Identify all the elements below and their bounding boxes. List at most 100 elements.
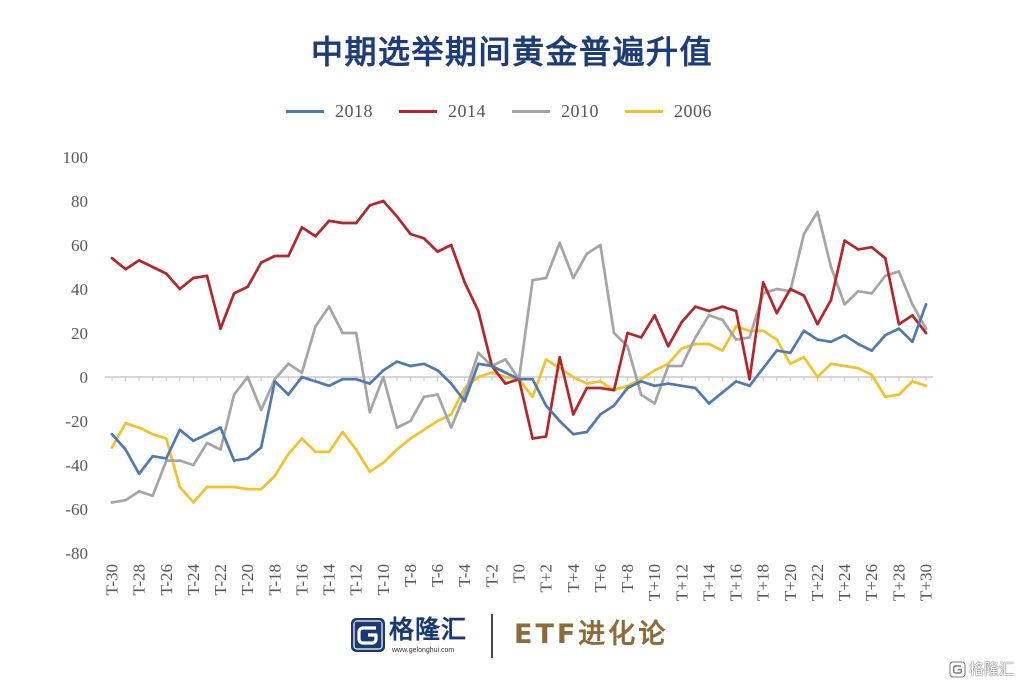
data-point-2010	[856, 289, 860, 293]
data-point-2014	[463, 281, 467, 284]
data-point-2006	[856, 366, 860, 370]
data-point-2014	[504, 382, 507, 385]
data-point-2010	[666, 364, 670, 368]
data-point-2018	[639, 380, 643, 383]
data-point-2010	[653, 402, 656, 405]
data-point-2006	[219, 485, 222, 489]
data-point-2014	[151, 265, 154, 269]
data-point-2014	[409, 232, 412, 236]
data-point-2014	[829, 298, 833, 302]
data-point-2006	[572, 375, 575, 379]
data-point-2014	[314, 234, 317, 238]
data-point-2010	[192, 463, 195, 467]
data-point-2006	[287, 452, 290, 456]
data-point-2014	[734, 309, 738, 313]
data-point-2006	[490, 371, 494, 374]
x-tick-label: T-26	[157, 564, 176, 596]
logo-url-text: www.gelonghui.com	[392, 647, 455, 654]
data-point-2010	[897, 270, 901, 273]
data-point-2014	[287, 254, 290, 258]
data-point-2010	[504, 358, 507, 361]
data-point-2018	[585, 430, 589, 434]
x-tick-label: T+28	[889, 564, 908, 601]
x-tick-label: T-10	[374, 564, 393, 596]
data-point-2006	[843, 364, 846, 368]
data-point-2010	[680, 364, 684, 368]
x-tick-label: T+26	[862, 564, 881, 601]
data-point-2014	[422, 237, 426, 240]
data-point-2018	[816, 338, 819, 341]
x-tick-label: T+20	[781, 564, 800, 601]
data-point-2010	[151, 494, 154, 498]
legend-swatch-2010	[512, 109, 550, 113]
data-point-2014	[884, 256, 887, 260]
data-point-2018	[178, 428, 182, 432]
data-point-2014	[761, 281, 765, 284]
x-tick-label: T+14	[699, 564, 718, 601]
data-point-2006	[870, 373, 873, 377]
series-2006	[110, 325, 928, 504]
y-tick-label: 100	[63, 148, 89, 167]
data-point-2014	[816, 322, 819, 326]
data-point-2014	[110, 256, 114, 260]
data-point-2010	[924, 327, 928, 330]
data-point-2006	[694, 342, 697, 346]
data-point-2014	[205, 274, 209, 278]
data-point-2018	[246, 457, 249, 460]
data-point-2018	[422, 362, 426, 366]
data-point-2010	[477, 351, 480, 355]
data-point-2010	[382, 375, 385, 379]
data-point-2018	[517, 377, 521, 381]
data-point-2018	[531, 377, 534, 381]
x-tick-label: T-20	[238, 564, 257, 596]
data-point-2018	[192, 439, 195, 443]
data-point-2010	[165, 459, 168, 462]
data-point-2006	[382, 461, 385, 465]
data-point-2010	[626, 344, 629, 348]
x-tick-label: T-16	[292, 564, 311, 596]
data-point-2014	[449, 243, 453, 247]
data-point-2014	[626, 331, 629, 335]
x-tick-label: T+10	[645, 564, 664, 601]
data-point-2006	[816, 375, 819, 379]
x-tick-label: T-28	[130, 564, 149, 596]
data-point-2006	[327, 450, 331, 454]
data-point-2018	[734, 380, 738, 383]
series-2018	[110, 303, 928, 476]
chart-axes: 100 80 60 40 20 0 -20 -40 -60 -80 T-30 T-28 T-26 T-24…	[63, 148, 936, 601]
data-point-2018	[287, 393, 290, 396]
data-point-2006	[165, 437, 168, 440]
data-point-2018	[409, 364, 412, 368]
x-tick-label: T+6	[591, 564, 610, 592]
data-point-2014	[124, 267, 127, 271]
x-tick-label: T+24	[835, 564, 854, 601]
data-point-2014	[775, 311, 779, 315]
data-point-2006	[314, 450, 317, 454]
data-point-2010	[246, 375, 249, 379]
data-point-2018	[436, 369, 439, 372]
x-tick-label: T+30	[917, 564, 936, 601]
data-point-2006	[422, 428, 426, 432]
data-point-2010	[449, 426, 453, 429]
data-point-2010	[232, 393, 236, 396]
x-tick-label: T-2	[482, 564, 501, 587]
data-point-2010	[694, 336, 697, 339]
data-point-2014	[911, 314, 914, 317]
data-point-2006	[449, 413, 453, 416]
data-point-2018	[599, 413, 602, 416]
watermark-logo-icon	[949, 661, 966, 678]
legend-item-2018: 2018	[286, 100, 373, 122]
data-point-2014	[259, 261, 263, 264]
data-point-2014	[354, 221, 358, 225]
data-point-2018	[382, 369, 385, 372]
data-point-2014	[789, 287, 792, 291]
data-point-2010	[205, 441, 209, 445]
data-point-2014	[232, 292, 236, 295]
x-tick-label: T-22	[211, 564, 230, 596]
legend: 2018 2014 2010 2006	[286, 100, 712, 122]
x-tick-label: T-6	[428, 564, 447, 587]
data-point-2006	[232, 485, 236, 489]
data-point-2006	[585, 382, 589, 385]
x-tick-label: T+16	[727, 564, 746, 601]
